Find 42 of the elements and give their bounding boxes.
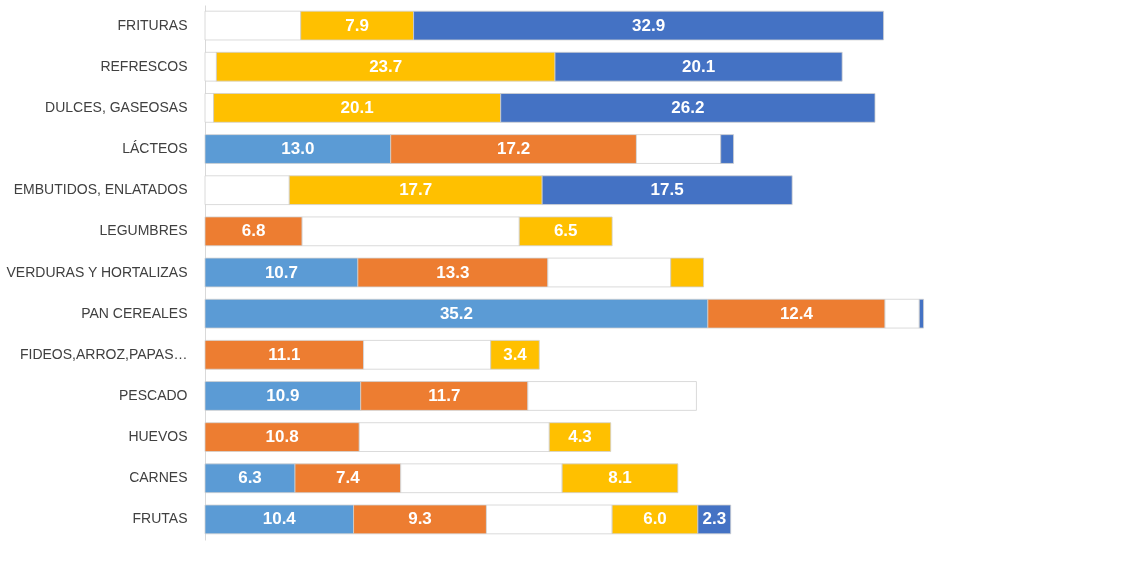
y-tick-label: CARNES xyxy=(129,469,188,486)
data-label: 17.2 xyxy=(497,139,531,159)
data-label: 11.7 xyxy=(428,385,461,405)
y-tick-label: VERDURAS Y HORTALIZAS xyxy=(6,263,188,280)
y-tick-label: PAN CEREALES xyxy=(81,304,188,321)
data-label: 2.3 xyxy=(702,509,727,529)
data-label: 17.7 xyxy=(399,180,433,200)
data-label: 20.1 xyxy=(340,97,374,117)
y-tick-label: HUEVOS xyxy=(128,428,188,445)
data-label: 6.0 xyxy=(643,509,667,529)
y-tick-label: FRUTAS xyxy=(132,510,188,527)
data-label: 3.4 xyxy=(503,344,528,364)
data-label: 8.1 xyxy=(608,468,632,488)
data-label: 35.2 xyxy=(439,303,473,323)
data-label: 10.8 xyxy=(265,427,299,447)
data-label: 7.4 xyxy=(336,468,361,488)
data-label: 9.3 xyxy=(408,509,432,529)
data-label: 10.9 xyxy=(266,385,300,405)
y-tick-label: REFRESCOS xyxy=(100,57,188,74)
data-label: 26.2 xyxy=(671,97,705,117)
y-tick-label: LEGUMBRES xyxy=(99,222,188,239)
data-label: 4.3 xyxy=(568,427,592,447)
data-label: 6.8 xyxy=(241,221,266,241)
data-label: 6.3 xyxy=(238,468,262,488)
y-tick-label: LÁCTEOS xyxy=(122,140,188,157)
data-label: 32.9 xyxy=(632,15,666,35)
data-label: 10.7 xyxy=(264,262,298,282)
data-label: 7.9 xyxy=(345,15,369,35)
y-tick-label: FIDEOS,ARROZ,PAPAS… xyxy=(19,345,188,362)
data-label: 11.1 xyxy=(268,344,301,364)
data-label: 12.4 xyxy=(779,303,814,323)
data-label: 17.5 xyxy=(650,180,684,200)
data-label: 23.7 xyxy=(369,56,403,76)
data-label: 13.3 xyxy=(436,262,470,282)
data-label: 13.0 xyxy=(281,139,315,159)
data-label: 20.1 xyxy=(682,56,716,76)
y-tick-label: DULCES, GASEOSAS xyxy=(45,98,188,115)
y-tick-label: EMBUTIDOS, ENLATADOS xyxy=(13,181,188,198)
y-tick-label: FRITURAS xyxy=(117,16,188,33)
y-tick-label: PESCADO xyxy=(119,386,188,403)
data-label: 10.4 xyxy=(262,509,297,529)
data-label: 6.5 xyxy=(553,221,578,241)
